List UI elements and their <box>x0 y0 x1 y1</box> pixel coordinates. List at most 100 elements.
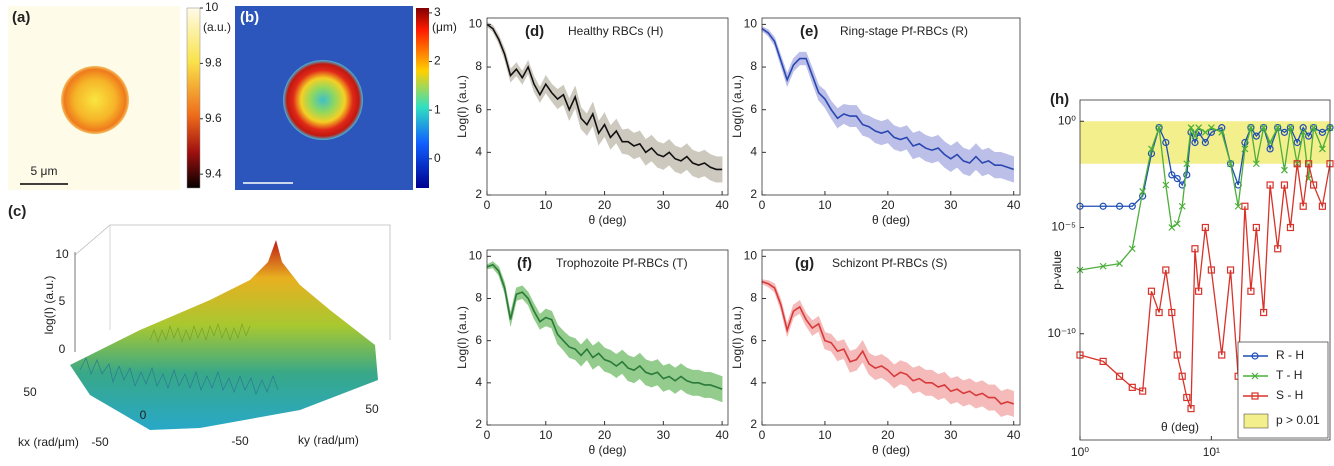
y-tick-label: 10 <box>469 17 483 31</box>
panel-label: (g) <box>795 255 814 272</box>
x-tick-label: 10 <box>818 428 832 442</box>
plot-frame <box>1079 99 1331 441</box>
marker <box>1195 128 1203 136</box>
surface-tick-label: -50 <box>231 434 249 448</box>
x-tick-label: 30 <box>657 428 671 442</box>
plot-frame <box>486 249 729 426</box>
x-axis-label: θ (deg) <box>588 443 626 457</box>
y-axis-label: Log(I) (a.u.) <box>455 75 469 138</box>
marker <box>1266 181 1274 189</box>
panel-label: (c) <box>8 203 26 220</box>
marker <box>1293 138 1301 147</box>
marker <box>1226 266 1235 274</box>
marker <box>1309 181 1318 189</box>
marker <box>1207 266 1215 274</box>
marker <box>1191 138 1199 147</box>
marker <box>1299 124 1307 132</box>
x-tick-label: 0 <box>759 428 766 442</box>
y-axis-label: Log(I) (a.u.) <box>455 306 469 369</box>
colorbar-unit: (a.u.) <box>203 20 231 34</box>
mean-line <box>486 23 723 171</box>
surface-tick-label: 50 <box>23 385 37 399</box>
marker <box>1310 124 1318 132</box>
colorbar-tick-label: 9.6 <box>205 111 222 125</box>
marker <box>1201 128 1209 136</box>
marker <box>1128 383 1136 391</box>
marker <box>1128 202 1136 210</box>
y-axis-label: Log(I) (a.u.) <box>730 306 744 369</box>
y-tick-label: 4 <box>475 375 482 389</box>
marker <box>1266 145 1274 153</box>
marker <box>1178 372 1186 380</box>
marker <box>1115 202 1124 210</box>
x-axis-label: θ (deg) <box>872 213 910 227</box>
colorbar <box>186 7 201 189</box>
marker <box>1280 128 1289 136</box>
marker <box>1168 171 1176 179</box>
x-axis-label: θ (deg) <box>588 213 626 227</box>
marker <box>1280 181 1289 189</box>
marker <box>1251 352 1259 360</box>
marker <box>1318 145 1326 153</box>
panel-label: (b) <box>240 9 259 26</box>
marker <box>1168 308 1176 317</box>
x-tick-label: 0 <box>759 198 766 212</box>
x-tick-label: 40 <box>715 428 729 442</box>
panel-label: (d) <box>525 23 544 40</box>
marker <box>1299 202 1307 210</box>
colorbar-tick-label: 1 <box>434 102 441 116</box>
legend-swatch <box>1243 413 1269 429</box>
marker <box>1227 160 1234 168</box>
marker <box>1218 351 1226 359</box>
marker <box>1247 287 1255 295</box>
marker <box>1162 138 1170 147</box>
marker <box>1318 202 1326 210</box>
y-tick-label: 6 <box>475 333 482 347</box>
x-tick-label: 30 <box>944 428 958 442</box>
x-tick-label: 10¹ <box>1203 445 1220 459</box>
ky-axis-label: ky (rad/μm) <box>298 433 359 447</box>
marker <box>1147 287 1156 295</box>
colorbar-tick-label: 0 <box>434 151 441 165</box>
surface-plot <box>70 224 391 430</box>
colorbar-unit: (μm) <box>432 20 457 34</box>
x-tick-label: 0 <box>484 428 491 442</box>
surface-tick-label: -50 <box>91 435 109 449</box>
y-tick-label: 2 <box>475 187 482 201</box>
panel-label: (f) <box>517 255 532 272</box>
colorbar-tick-label: 3 <box>434 5 441 19</box>
y-axis-label: Log(I) (a.u.) <box>730 75 744 138</box>
cell-image <box>61 66 129 134</box>
marker <box>1252 160 1260 168</box>
marker <box>1234 202 1242 210</box>
series-line <box>1079 163 1331 409</box>
marker <box>1207 124 1215 132</box>
marker <box>1178 202 1186 210</box>
marker <box>1247 124 1255 132</box>
marker <box>1241 145 1249 153</box>
y-tick-label: 10⁻⁵ <box>1051 220 1076 234</box>
surface-tick-label: 10 <box>55 247 69 261</box>
y-tick-label: 6 <box>475 102 482 116</box>
marker <box>1148 145 1155 153</box>
x-tick-label: 30 <box>944 198 958 212</box>
marker <box>1207 128 1215 136</box>
legend-label: p > 0.01 <box>1276 413 1320 427</box>
x-tick-label: 10 <box>818 198 832 212</box>
z-axis-label: log(I) (a.u.) <box>42 276 56 335</box>
marker <box>1305 132 1313 140</box>
marker <box>1266 139 1274 146</box>
cell-image <box>283 60 363 140</box>
marker <box>1287 124 1294 132</box>
y-tick-label: 6 <box>750 102 757 116</box>
y-tick-label: 6 <box>750 333 757 347</box>
y-tick-label: 8 <box>475 59 482 73</box>
panel-label: (h) <box>1050 91 1069 108</box>
marker <box>1099 262 1107 270</box>
marker <box>1218 124 1226 132</box>
panel-label: (a) <box>12 9 30 26</box>
marker <box>1251 372 1259 380</box>
y-tick-label: 2 <box>475 417 482 431</box>
marker <box>1139 387 1147 395</box>
